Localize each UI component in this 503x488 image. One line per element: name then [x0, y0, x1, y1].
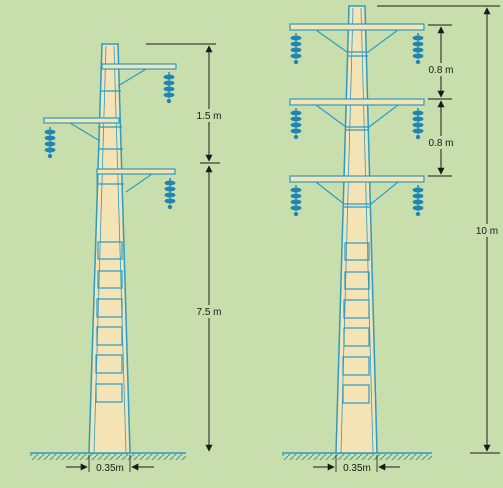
insulator-right-2-left: [289, 107, 303, 140]
left-ground-hatch: [30, 454, 186, 460]
left-dim-base-label: 0.35m: [96, 463, 124, 474]
right-dim-gap-1-label: 0.8 m: [428, 65, 453, 76]
right-crossarm-2: [289, 98, 425, 106]
insulator-right-3-left: [289, 184, 303, 217]
insulator-left-middle: [43, 126, 57, 159]
left-crossarm-lower: [96, 168, 176, 175]
insulator-right-1-right: [411, 32, 425, 65]
insulator-right-2-right: [411, 107, 425, 140]
insulator-left-top: [162, 71, 176, 104]
insulator-left-lower: [163, 177, 177, 210]
right-crossarm-1: [289, 23, 425, 31]
right-pole: 0.8 m 0.8 m 10 m 0.35m: [282, 5, 501, 474]
right-dim-total-label: 10 m: [476, 226, 498, 237]
insulator-right-1-left: [289, 32, 303, 65]
left-pole-rungs: [95, 241, 123, 403]
insulator-right-3-right: [411, 184, 425, 217]
left-crossarm-top: [101, 63, 177, 70]
right-ground-hatch: [282, 454, 432, 460]
right-crossarm-3: [289, 175, 425, 183]
left-dim-lower-label: 7.5 m: [196, 307, 221, 318]
right-pole-body: [335, 5, 378, 454]
left-pole: 1.5 m 7.5 m 0.35m: [30, 43, 222, 474]
right-dim-gap-2-label: 0.8 m: [428, 138, 453, 149]
left-pole-body: [88, 43, 131, 454]
right-pole-rungs: [342, 242, 370, 404]
left-crossarm-middle: [43, 117, 120, 124]
left-dim-upper-label: 1.5 m: [196, 111, 221, 122]
right-dim-base-label: 0.35m: [343, 463, 371, 474]
